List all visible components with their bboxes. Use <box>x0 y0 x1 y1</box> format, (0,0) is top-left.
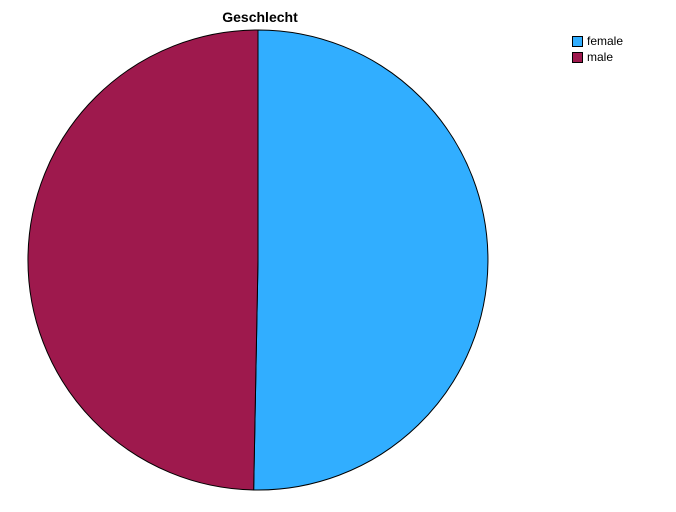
pie-slice-female <box>253 29 489 491</box>
legend-swatch-male <box>572 51 583 63</box>
legend-swatch-female <box>572 35 583 47</box>
legend: female male <box>572 33 623 65</box>
legend-label-female: female <box>587 34 624 48</box>
pie-slice-male <box>27 29 259 491</box>
legend-item-male: male <box>572 49 623 65</box>
legend-item-female: female <box>572 33 623 49</box>
chart-title: Geschlecht <box>222 9 298 25</box>
legend-label-male: male <box>587 50 614 64</box>
